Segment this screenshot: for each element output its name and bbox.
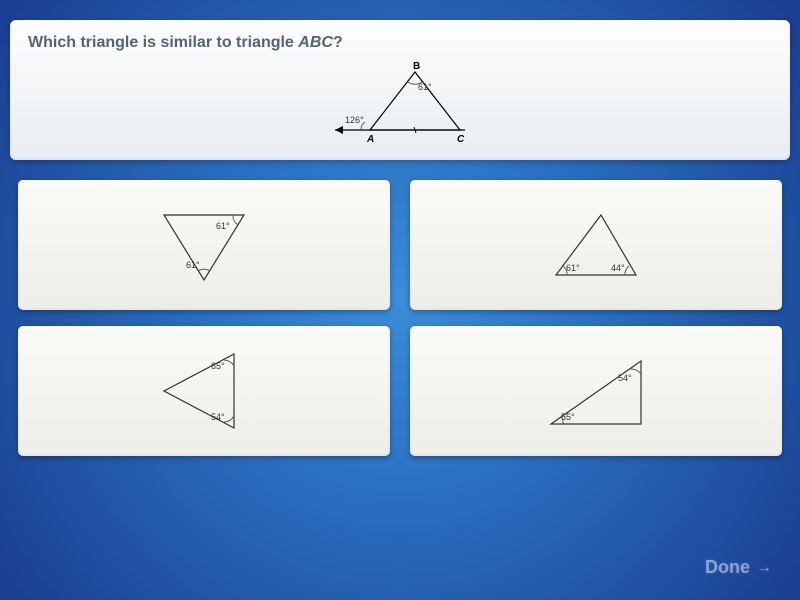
option-3-angle-1: 65° [211, 361, 225, 371]
answer-option-3[interactable]: 65° 54° [18, 326, 390, 456]
option-4-svg: 54° 55° [516, 336, 676, 446]
done-label: Done [705, 557, 750, 578]
question-suffix: ? [333, 34, 343, 51]
option-4-angle-2: 55° [561, 412, 575, 422]
arrow-right-icon: → [756, 559, 772, 577]
question-prefix: Which triangle is similar to triangle [28, 34, 298, 51]
option-1-angle-2: 61° [186, 260, 200, 270]
option-2-angle-2: 44° [611, 263, 625, 273]
question-card: Which triangle is similar to triangle AB… [10, 20, 790, 160]
question-emphasis: ABC [298, 34, 333, 51]
vertex-a-label: A [366, 134, 374, 145]
answer-option-2[interactable]: 61° 44° [410, 180, 782, 310]
option-3-angle-2: 54° [211, 412, 225, 422]
answers-grid: 61° 61° 61° 44° 65° 54° 54° 55° [10, 180, 790, 456]
option-3-svg: 65° 54° [129, 336, 279, 446]
angle-b-label: 61° [418, 82, 432, 92]
main-triangle-svg: B 61° 126° A C [290, 60, 510, 150]
vertex-b-label: B [413, 61, 420, 72]
option-1-svg: 61° 61° [134, 195, 274, 295]
answer-option-1[interactable]: 61° 61° [18, 180, 390, 310]
main-triangle-area: B 61° 126° A C [28, 60, 772, 150]
answer-option-4[interactable]: 54° 55° [410, 326, 782, 456]
question-text: Which triangle is similar to triangle AB… [28, 34, 772, 52]
option-2-angle-1: 61° [566, 263, 580, 273]
option-2-svg: 61° 44° [511, 195, 681, 295]
done-button[interactable]: Done → [705, 557, 772, 578]
option-1-angle-1: 61° [216, 221, 230, 231]
option-4-angle-1: 54° [618, 373, 632, 383]
exterior-a-label: 126° [345, 115, 364, 125]
vertex-c-label: C [457, 134, 465, 145]
